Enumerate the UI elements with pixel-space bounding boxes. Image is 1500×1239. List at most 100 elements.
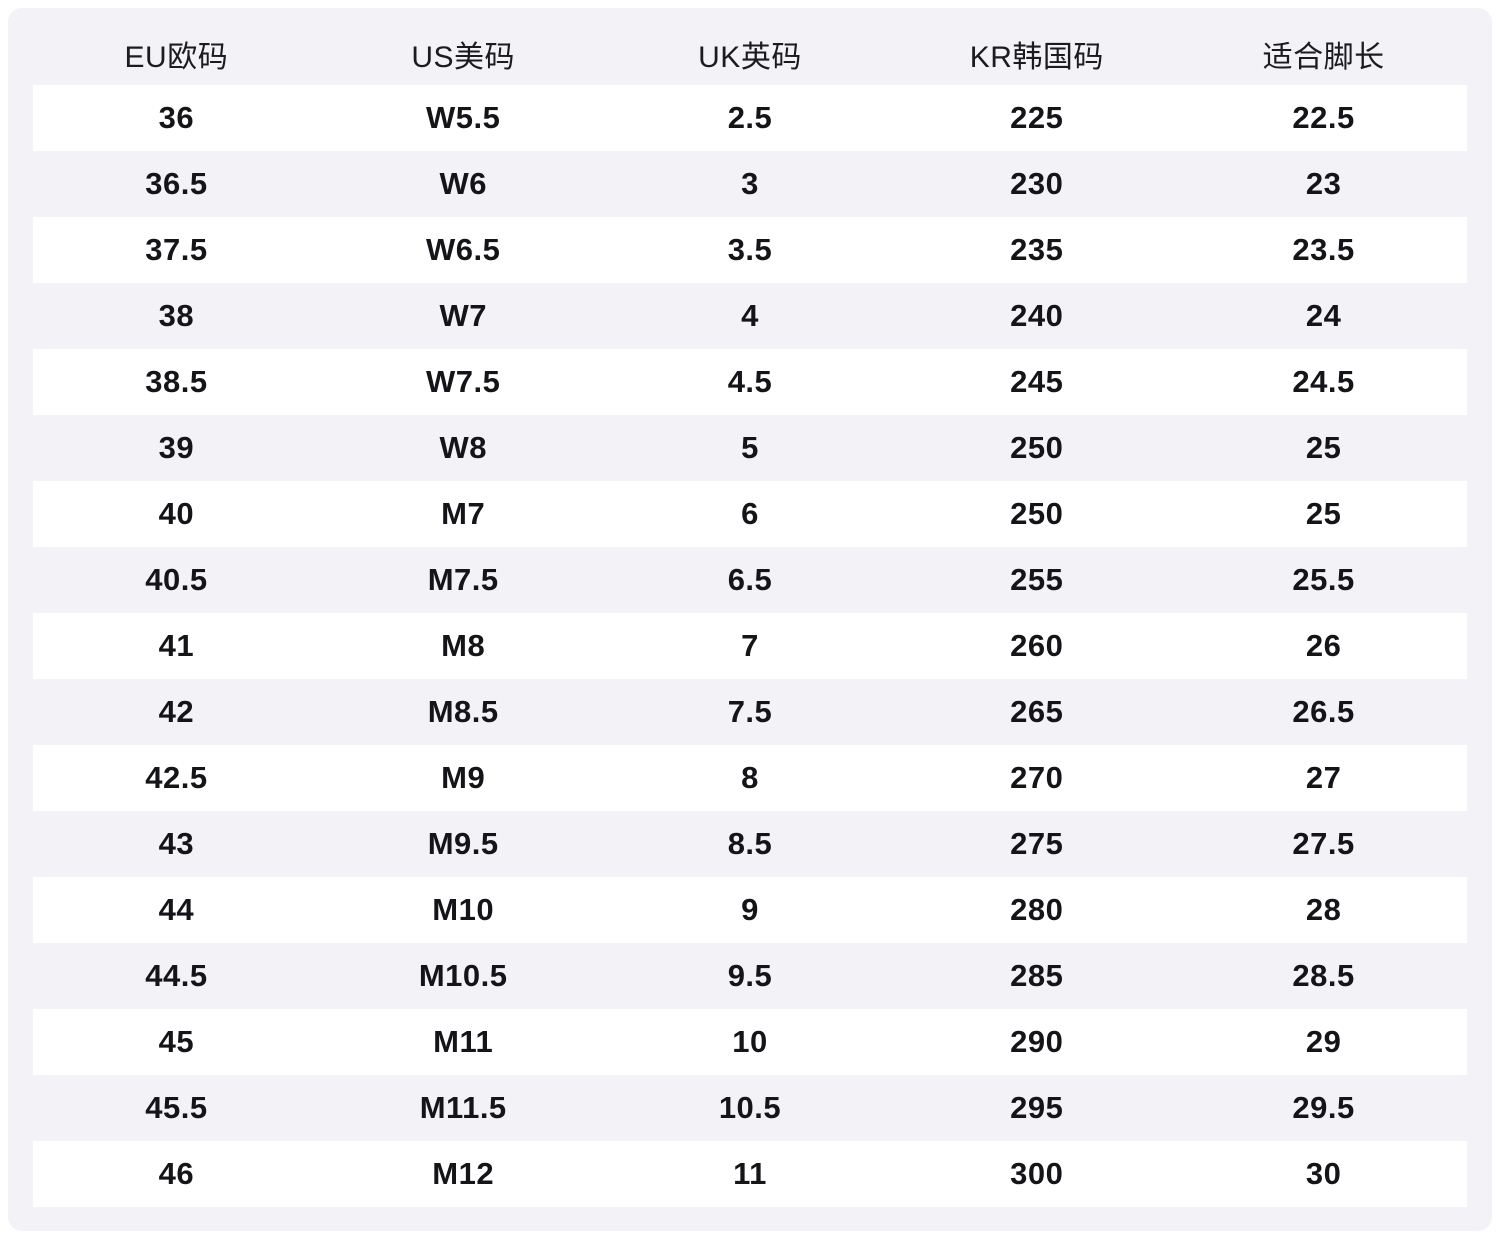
table-cell: 250 [1010,496,1064,531]
table-cell: W7 [439,298,487,333]
table-row: 39 W8 5 250 25 [33,415,1467,481]
table-header-row: EU欧码 US美码 UK英码 KR韩国码 适合脚长 [8,8,1492,85]
table-cell: 29 [1305,1024,1342,1059]
table-cell: 37.5 [145,232,208,267]
table-cell: 30 [1305,1156,1342,1191]
column-header-4: 适合脚长 [1262,40,1385,74]
column-header-0: EU欧码 [124,40,229,74]
table-cell: 40 [158,496,195,531]
table-cell: M10 [432,892,495,927]
table-cell: 6 [741,496,759,531]
table-cell: M12 [432,1156,495,1191]
table-cell: 285 [1010,958,1064,993]
table-cell: M9.5 [427,826,499,861]
table-cell: 275 [1010,826,1064,861]
table-cell: 2.5 [727,100,773,135]
table-cell: 9 [741,892,759,927]
table-cell: 5 [741,430,759,465]
table-cell: 36 [158,100,195,135]
table-cell: 25 [1305,430,1342,465]
table-cell: 7.5 [727,694,773,729]
table-cell: 27 [1305,760,1342,795]
table-cell: M7.5 [427,562,499,597]
table-cell: M11 [433,1024,494,1059]
table-cell: M8 [441,628,486,663]
table-cell: 36.5 [145,166,208,201]
table-row: 44.5 M10.5 9.5 285 28.5 [33,943,1467,1009]
table-row: 42 M8.5 7.5 265 26.5 [33,679,1467,745]
table-cell: 9.5 [727,958,773,993]
table-cell: 11 [733,1156,767,1191]
table-cell: 255 [1010,562,1064,597]
table-cell: W7.5 [426,364,501,399]
table-cell: 38 [158,298,195,333]
size-chart-panel: EU欧码 US美码 UK英码 KR韩国码 适合脚长 36 W5.5 2.5 225 22.5 36… [8,8,1492,1231]
table-cell: 245 [1010,364,1064,399]
table-row: 38.5 W7.5 4.5 245 24.5 [33,349,1467,415]
table-cell: 41 [158,628,195,663]
table-cell: 230 [1010,166,1064,201]
table-row: 40.5 M7.5 6.5 255 25.5 [33,547,1467,613]
table-cell: 295 [1010,1090,1064,1125]
table-row: 46 M12 11 300 30 [33,1141,1467,1207]
table-cell: W5.5 [426,100,501,135]
table-cell: 43 [158,826,195,861]
table-cell: 6.5 [727,562,773,597]
table-cell: 280 [1010,892,1064,927]
table-cell: 10 [732,1024,768,1059]
table-cell: 46 [158,1156,195,1191]
table-row: 43 M9.5 8.5 275 27.5 [33,811,1467,877]
table-row: 37.5 W6.5 3.5 235 23.5 [33,217,1467,283]
table-cell: 44.5 [145,958,208,993]
table-cell: 25 [1305,496,1342,531]
table-cell: 4.5 [727,364,773,399]
table-body: 36 W5.5 2.5 225 22.5 36.5 W6 3 230 23 37.5 W6.5 3.5 2… [8,85,1492,1207]
table-row: 36.5 W6 3 230 23 [33,151,1467,217]
table-cell: 3.5 [727,232,773,267]
table-cell: 42.5 [145,760,208,795]
table-cell: 290 [1010,1024,1064,1059]
column-header-3: KR韩国码 [969,40,1104,74]
table-cell: 23 [1305,166,1342,201]
table-cell: 22.5 [1292,100,1355,135]
table-cell: M9 [441,760,486,795]
table-cell: 250 [1010,430,1064,465]
table-cell: 28 [1305,892,1342,927]
table-cell: 27.5 [1292,826,1355,861]
table-cell: 24 [1305,298,1342,333]
table-cell: 265 [1010,694,1064,729]
table-row: 41 M8 7 260 26 [33,613,1467,679]
table-cell: 40.5 [145,562,208,597]
table-cell: W8 [439,430,487,465]
table-cell: 4 [741,298,759,333]
table-row: 44 M10 9 280 28 [33,877,1467,943]
table-row: 40 M7 6 250 25 [33,481,1467,547]
table-cell: 26.5 [1292,694,1355,729]
table-row: 45.5 M11.5 10.5 295 29.5 [33,1075,1467,1141]
table-row: 45 M11 10 290 29 [33,1009,1467,1075]
table-cell: 38.5 [145,364,208,399]
table-cell: 10.5 [718,1090,782,1125]
table-cell: 29.5 [1292,1090,1355,1125]
table-cell: 270 [1010,760,1064,795]
table-cell: 260 [1010,628,1064,663]
table-cell: 225 [1010,100,1064,135]
table-cell: 25.5 [1292,562,1355,597]
table-cell: 26 [1305,628,1342,663]
table-cell: 240 [1010,298,1064,333]
table-row: 38 W7 4 240 24 [33,283,1467,349]
table-cell: 24.5 [1292,364,1355,399]
table-cell: 45.5 [145,1090,208,1125]
table-cell: 42 [158,694,195,729]
table-cell: 23.5 [1292,232,1355,267]
table-cell: 28.5 [1292,958,1355,993]
table-cell: M7 [441,496,486,531]
table-row: 36 W5.5 2.5 225 22.5 [33,85,1467,151]
table-cell: 7 [741,628,759,663]
column-header-2: UK英码 [698,40,802,74]
table-cell: 8 [741,760,759,795]
table-cell: W6 [439,166,487,201]
table-cell: 44 [158,892,195,927]
table-cell: 39 [158,430,195,465]
table-cell: 45 [158,1024,195,1059]
